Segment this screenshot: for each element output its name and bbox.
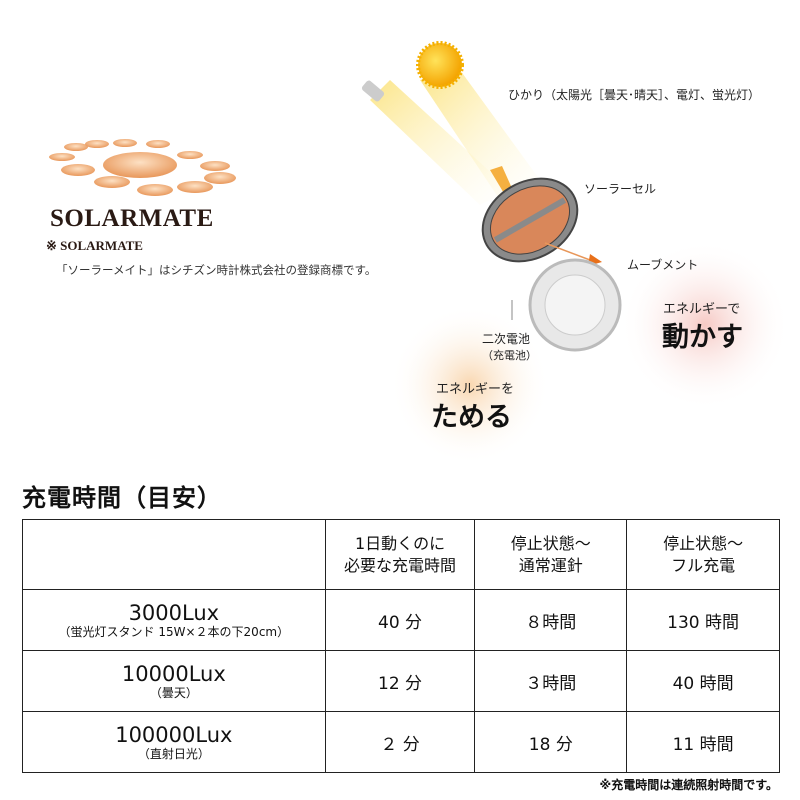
- store-small-label: エネルギーを: [436, 382, 515, 397]
- value-cell: ２ 分: [324, 711, 476, 773]
- value-cell: 40 時間: [626, 650, 780, 712]
- section-title: 充電時間（目安）: [22, 484, 222, 512]
- table-row: 10000Lux （曇天） 12 分 ３時間 40 時間: [22, 650, 780, 712]
- lux-note: （曇天）: [149, 685, 198, 700]
- brand-mark: ※ SOLARMATE: [46, 238, 143, 253]
- lux-value: 3000Lux: [128, 600, 220, 625]
- lux-value: 10000Lux: [121, 661, 226, 686]
- value-cell: 12 分: [324, 650, 476, 712]
- move-bubble: [620, 240, 790, 410]
- table-header-row: 1日動くのに 必要な充電時間 停止状態～ 通常運針 停止状態～ フル充電: [22, 519, 780, 590]
- move-big-label: 動かす: [662, 322, 743, 353]
- table-row: 3000Lux （蛍光灯スタンド 15W×２本の下20cm） 40 分 ８時間 1…: [22, 589, 780, 651]
- header-cell: 停止状態～ 通常運針: [474, 519, 628, 590]
- lux-note: （蛍光灯スタンド 15W×２本の下20cm）: [58, 624, 290, 639]
- lux-cell: 3000Lux （蛍光灯スタンド 15W×２本の下20cm）: [22, 589, 326, 651]
- lux-cell: 100000Lux （直射日光）: [22, 711, 326, 773]
- value-cell: ８時間: [474, 589, 628, 651]
- lux-cell: 10000Lux （曇天）: [22, 650, 326, 712]
- lux-value: 100000Lux: [115, 722, 233, 747]
- value-cell: 130 時間: [626, 589, 780, 651]
- charging-time-table: 1日動くのに 必要な充電時間 停止状態～ 通常運針 停止状態～ フル充電 300…: [22, 519, 780, 773]
- move-small-label: エネルギーで: [663, 302, 741, 317]
- table-row: 100000Lux （直射日光） ２ 分 18 分 11 時間: [22, 711, 780, 773]
- lamp-icon: [361, 80, 385, 102]
- store-big-label: ためる: [431, 402, 512, 433]
- lamp-beam: [370, 80, 510, 205]
- footnote: ※充電時間は連続照射時間です。: [599, 778, 778, 792]
- header-cell: 1日動くのに 必要な充電時間: [324, 519, 476, 590]
- sun-icon: [416, 41, 464, 89]
- store-bubble: [390, 305, 550, 460]
- header-cell: 停止状態～ フル充電: [626, 519, 780, 590]
- value-cell: ３時間: [474, 650, 628, 712]
- solar-diagram: [361, 41, 790, 460]
- solar-cell-label: ソーラーセル: [584, 182, 657, 196]
- value-cell: 40 分: [324, 589, 476, 651]
- value-cell: 11 時間: [626, 711, 780, 773]
- movement-label: ムーブメント: [627, 258, 699, 272]
- trademark-note: 「ソーラーメイト」はシチズン時計株式会社の登録商標です。: [56, 263, 377, 277]
- solarmate-logo-icon: [49, 139, 236, 196]
- battery-label: 二次電池: [482, 332, 531, 346]
- sun-beam: [420, 70, 540, 200]
- battery-sub-label: （充電池）: [482, 349, 537, 362]
- light-label: ひかり（太陽光［曇天･晴天］、電灯、蛍光灯）: [508, 88, 761, 102]
- lux-note: （直射日光）: [137, 746, 210, 761]
- header-cell: [22, 519, 326, 590]
- solar-cell-icon: [481, 177, 579, 263]
- value-cell: 18 分: [474, 711, 628, 773]
- brand-name: SOLARMATE: [50, 205, 214, 232]
